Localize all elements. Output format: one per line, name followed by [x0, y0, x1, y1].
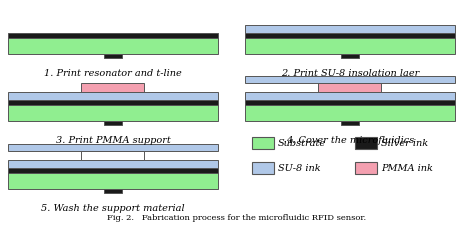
- Bar: [340, 55, 359, 59]
- Bar: [8, 39, 218, 55]
- Text: Fig. 2.   Fabrication process for the microfluidic RFID sensor.: Fig. 2. Fabrication process for the micr…: [108, 213, 366, 221]
- Bar: [319, 84, 382, 93]
- Bar: [8, 168, 218, 173]
- Text: Substrate: Substrate: [278, 139, 326, 148]
- Bar: [252, 162, 274, 174]
- Bar: [245, 77, 455, 84]
- Bar: [103, 189, 122, 193]
- Bar: [245, 26, 455, 34]
- Bar: [8, 106, 218, 121]
- Text: 4. Cover the microfluidics: 4. Cover the microfluidics: [286, 135, 414, 144]
- Bar: [82, 151, 145, 160]
- Bar: [355, 162, 377, 174]
- Bar: [8, 93, 218, 101]
- Text: Silver ink: Silver ink: [381, 139, 428, 148]
- Bar: [245, 34, 455, 39]
- Text: 3. Print PMMA support: 3. Print PMMA support: [55, 135, 170, 144]
- Text: 5. Wash the support material: 5. Wash the support material: [41, 203, 185, 212]
- Bar: [103, 121, 122, 125]
- Bar: [245, 93, 455, 101]
- Bar: [8, 160, 218, 168]
- Bar: [8, 144, 218, 151]
- Bar: [82, 84, 145, 93]
- Bar: [245, 39, 455, 55]
- Bar: [340, 121, 359, 125]
- Text: 2. Print SU-8 insolation laer: 2. Print SU-8 insolation laer: [281, 69, 419, 78]
- Bar: [252, 137, 274, 149]
- Bar: [245, 106, 455, 121]
- Text: 1. Print resonator and t-line: 1. Print resonator and t-line: [44, 69, 182, 78]
- Bar: [355, 137, 377, 149]
- Text: PMMA ink: PMMA ink: [381, 164, 433, 173]
- Bar: [8, 101, 218, 106]
- Bar: [245, 101, 455, 106]
- Bar: [103, 55, 122, 59]
- Text: SU-8 ink: SU-8 ink: [278, 164, 320, 173]
- Bar: [8, 173, 218, 189]
- Bar: [8, 34, 218, 39]
